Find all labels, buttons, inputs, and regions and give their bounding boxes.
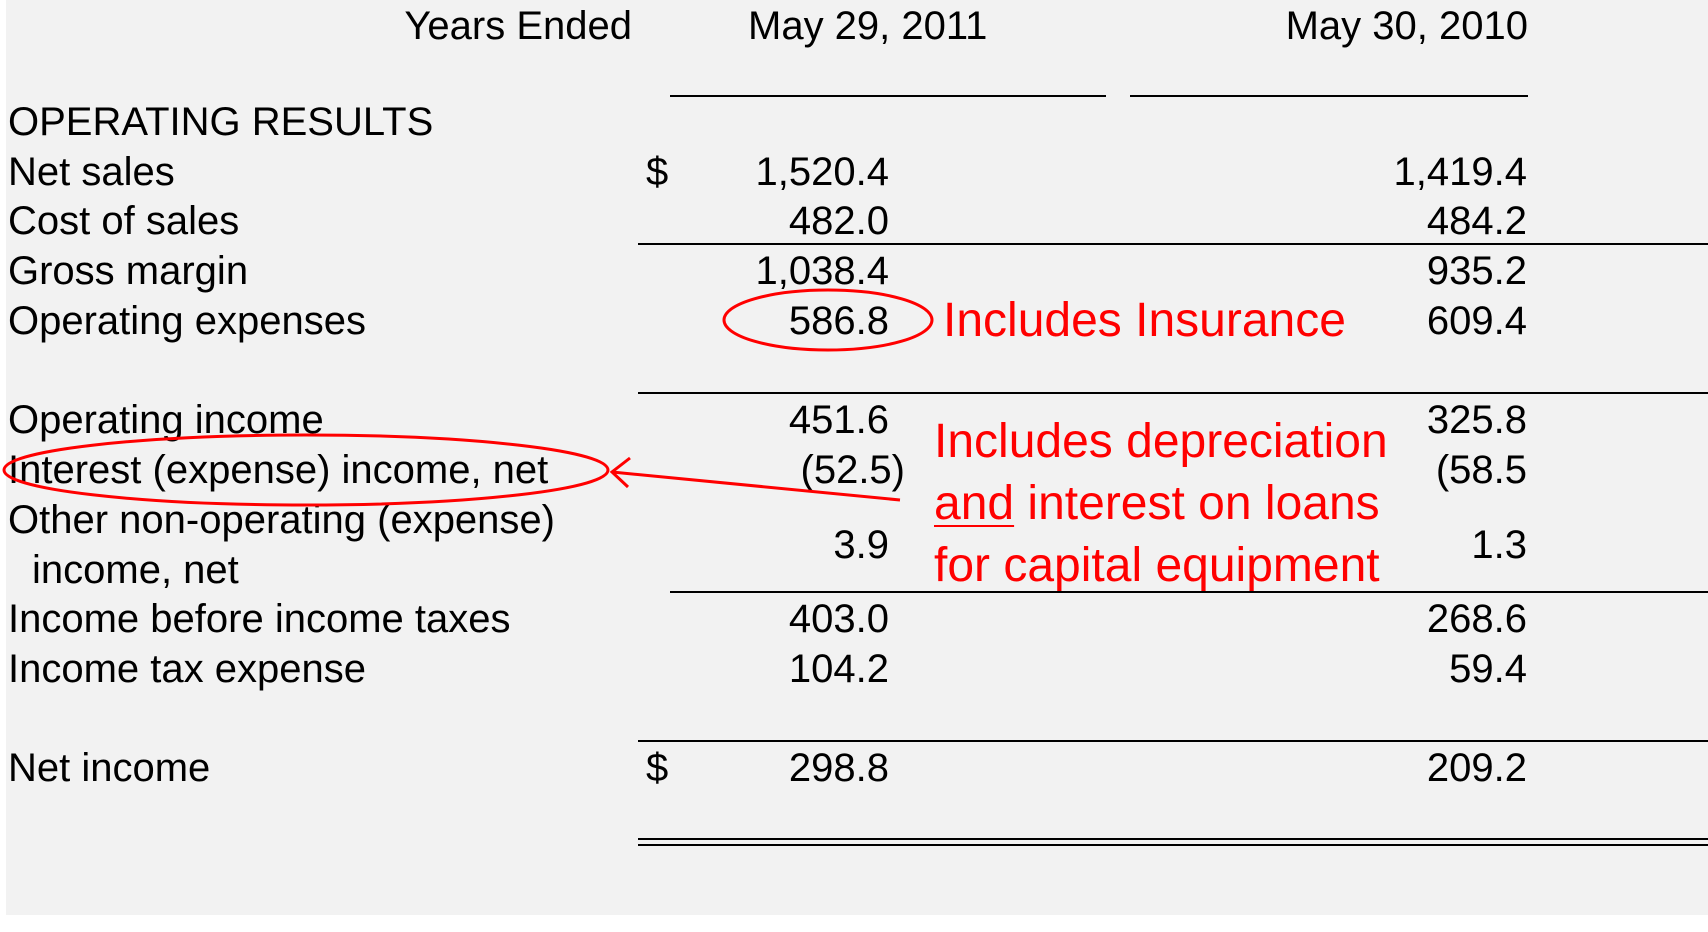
value-2010: 209.2 [1426,746,1527,790]
value-2011: 586.8 [788,299,889,343]
row-label: Income tax expense [8,647,366,691]
value-2011: 451.6 [788,398,889,442]
currency-symbol: $ [646,746,669,790]
col-header-2011: May 29, 2011 [748,4,988,48]
value-2010: 484.2 [1426,199,1527,243]
value-2010: 609.4 [1426,299,1527,343]
annotation-depreciation-line2: and interest on loans [934,471,1380,537]
annotation-insurance: Includes Insurance [943,294,1346,347]
value-2010: 1,419.4 [1393,150,1527,194]
col-header-2010: May 30, 2010 [1285,4,1528,48]
section-title: OPERATING RESULTS [8,100,434,144]
value-2010: (58.5 [1435,448,1527,492]
value-2011: 104.2 [788,647,889,691]
row-label: Operating expenses [8,299,367,343]
subtotal-rule [638,392,1708,394]
value-2011: 1,038.4 [755,249,889,293]
total-double-rule-bottom [638,844,1708,846]
row-label: Operating income [8,398,324,442]
header-rule-2011 [670,95,1106,97]
row-label: Net income [8,746,211,790]
row-label-continued: income, net [32,548,239,592]
row-label: Gross margin [8,249,249,293]
annotation-line2-rest: interest on loans [1014,477,1380,530]
value-2011: 403.0 [788,597,889,641]
subtotal-rule [638,740,1708,742]
subtotal-rule [638,243,1708,245]
value-2011: 1,520.4 [755,150,889,194]
value-2011: 298.8 [788,746,889,790]
value-2010: 59.4 [1449,647,1527,691]
value-2011: 482.0 [788,199,889,243]
row-label: Income before income taxes [8,597,511,641]
annotation-depreciation-line3: for capital equipment [934,539,1380,592]
total-double-rule-top [638,838,1708,840]
row-label: Other non-operating (expense) [8,498,555,542]
annotation-depreciation-line1: Includes depreciation [934,415,1388,468]
value-2010: 325.8 [1426,398,1527,442]
period-header: Years Ended [404,4,632,48]
subtotal-rule [670,591,1708,593]
currency-symbol: $ [646,150,669,194]
value-2010: 935.2 [1426,249,1527,293]
annotation-underlined-word: and [934,477,1015,530]
value-2010: 268.6 [1426,597,1527,641]
value-2010: 1.3 [1471,523,1527,567]
row-label: Net sales [8,150,175,194]
value-2011: 3.9 [833,523,889,567]
value-2011: (52.5) [800,448,906,492]
header-rule-2010 [1130,95,1528,97]
row-label: Cost of sales [8,199,240,243]
row-label: Interest (expense) income, net [8,448,549,492]
